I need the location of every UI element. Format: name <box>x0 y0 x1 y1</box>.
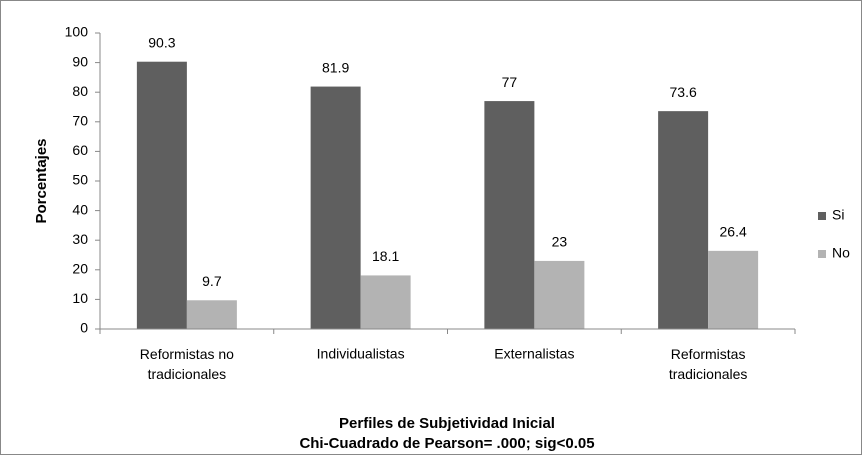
y-tick-label: 90 <box>72 53 88 69</box>
legend-label: No <box>832 245 850 261</box>
y-tick-label: 30 <box>72 231 88 247</box>
data-label: 26.4 <box>720 224 747 240</box>
x-tick-label: Reformistas tradicionales <box>669 346 748 382</box>
y-tick-label: 70 <box>72 113 88 129</box>
y-axis-label: Porcentajes <box>33 138 50 223</box>
data-label: 77 <box>502 74 518 90</box>
y-tick-label: 100 <box>65 24 89 40</box>
y-tick-label: 20 <box>72 261 88 277</box>
bar <box>310 86 361 330</box>
legend-label: Si <box>832 207 844 223</box>
y-tick-label: 10 <box>72 290 88 306</box>
y-tick-label: 60 <box>72 142 88 158</box>
data-label: 9.7 <box>202 273 222 289</box>
y-tick-label: 0 <box>80 320 88 336</box>
x-tick-label: Individualistas <box>317 346 405 362</box>
x-tick-label: Reformistas no tradicionales <box>140 346 234 382</box>
x-tick-label: Externalistas <box>494 346 574 362</box>
data-label: 18.1 <box>372 248 399 264</box>
y-tick-label: 80 <box>72 83 88 99</box>
legend-swatch <box>818 250 826 258</box>
data-label: 23 <box>552 234 568 250</box>
x-axis-label: Perfiles de Subjetividad Inicial <box>339 415 555 432</box>
data-label: 73.6 <box>670 84 697 100</box>
legend-swatch <box>818 212 826 220</box>
x-axis-note: Chi-Cuadrado de Pearson= .000; sig<0.05 <box>299 435 594 452</box>
bar <box>708 250 759 329</box>
bar <box>360 275 411 329</box>
data-label: 90.3 <box>148 34 175 50</box>
data-label: 81.9 <box>322 59 349 75</box>
bar <box>136 61 187 329</box>
bar <box>534 260 585 329</box>
y-tick-label: 50 <box>72 172 88 188</box>
bar <box>658 111 709 329</box>
bar <box>186 300 237 329</box>
bar <box>484 101 535 329</box>
y-tick-label: 40 <box>72 201 88 217</box>
